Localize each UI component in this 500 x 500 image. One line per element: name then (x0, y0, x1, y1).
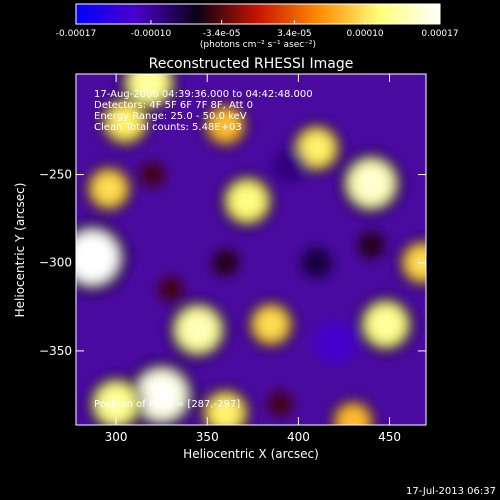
annotation-block: 17-Aug-2006 04:39:36.000 to 04:42:48.000… (94, 89, 313, 133)
colorbar-tick-label: -0.00017 (56, 29, 96, 39)
colorbar-tick-label: 0.00010 (346, 29, 383, 39)
source-core (237, 191, 258, 211)
x-axis: 300 350 400 450 (105, 74, 401, 444)
positive-source (209, 108, 242, 142)
negative-source (271, 148, 307, 184)
colorbar-ticks: -0.00017 -0.00010 -3.4e-05 3.4e-05 0.00010 0.… (56, 20, 459, 39)
source-core (138, 74, 160, 94)
annotation-line: 17-Aug-2006 04:39:36.000 to 04:42:48.000 (94, 89, 313, 100)
x-tick-label: 350 (196, 430, 219, 444)
y-axis-label: Heliocentric Y (arcsec) (13, 183, 27, 318)
colorbar: -0.00017 -0.00010 -3.4e-05 3.4e-05 0.00010 0.… (56, 3, 459, 50)
y-tick-label: −350 (39, 344, 72, 358)
source-blobs (76, 74, 426, 425)
source-core (79, 244, 106, 271)
source-core (115, 112, 135, 131)
source-core (359, 171, 383, 195)
colorbar-tick-label: -3.4e-05 (203, 29, 241, 39)
source-core (105, 393, 127, 415)
footer-timestamp: 17-Jul-2013 06:37 (406, 486, 496, 497)
colorbar-tick-label: 3.4e-05 (277, 29, 312, 39)
negative-source (140, 162, 165, 187)
source-core (100, 179, 118, 198)
negative-source (267, 391, 293, 417)
source-core (262, 315, 280, 334)
colorbar-rect (75, 3, 441, 25)
peak-position-label: Position of Peak = [287,-297] (94, 399, 240, 410)
x-tick-label: 450 (378, 430, 401, 444)
annotation-line: Clean Total counts: 5.48E+03 (94, 122, 242, 133)
positive-source (336, 405, 370, 425)
source-core (187, 318, 210, 341)
negative-source (358, 231, 385, 259)
y-tick-label: −300 (39, 256, 72, 270)
annotation-line: Energy Range: 25.0 - 50.0 keV (94, 111, 247, 122)
colorbar-tick-label: 0.00017 (421, 29, 458, 39)
x-tick-label: 300 (105, 430, 128, 444)
annotation-line: Detectors: 4F 5F 6F 7F 8F, Att 0 (94, 100, 253, 111)
y-tick-label: −250 (39, 168, 72, 182)
x-tick-label: 400 (287, 430, 310, 444)
plot-frame (75, 73, 427, 426)
source-core (149, 382, 175, 408)
negative-source (158, 276, 184, 302)
negative-source (314, 321, 356, 363)
negative-source (301, 247, 333, 279)
negative-source (212, 249, 239, 277)
plot-area (76, 74, 426, 425)
source-core (375, 314, 397, 335)
colorbar-unit-label: (photons cm⁻² s⁻¹ asec⁻²) (200, 40, 316, 50)
chart-title: Reconstructed RHESSI Image (149, 56, 354, 72)
x-axis-label: Heliocentric X (arcsec) (183, 447, 319, 461)
source-core (307, 138, 326, 158)
colorbar-tick-label: -0.00010 (131, 29, 172, 39)
source-core (216, 403, 235, 422)
y-axis: −250 −300 −350 (39, 168, 426, 358)
